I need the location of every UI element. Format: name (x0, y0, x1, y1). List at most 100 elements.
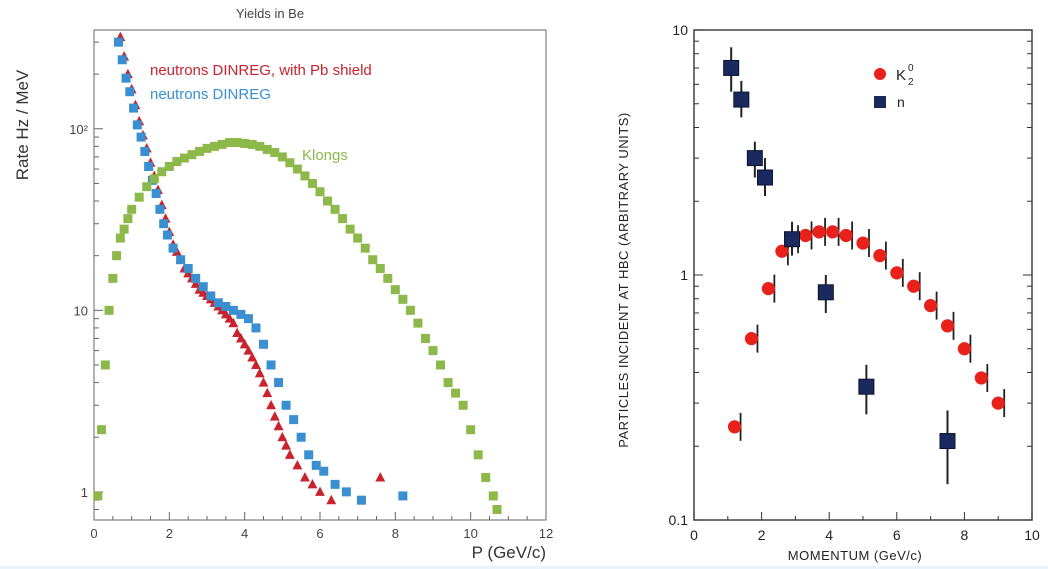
series-neutrons-dinreg-with-pb-shield-point (315, 486, 325, 496)
bottom-strip (0, 566, 1048, 569)
right-y-axis-label: PARTICLES INCIDENT AT HBC (ARBITRARY UNI… (616, 112, 631, 448)
series-klongs-point (100, 360, 110, 370)
series-klongs-point (262, 144, 272, 154)
legend-marker-k20 (874, 68, 886, 80)
series-klongs-point (164, 161, 174, 171)
series-k-point (957, 342, 972, 356)
series-klongs-point (240, 138, 250, 148)
series-klongs-point (187, 150, 197, 160)
series-n-point (746, 150, 763, 167)
legend-label-k20: K (896, 67, 906, 84)
legend-marker-n (874, 96, 886, 108)
series-klongs-point (383, 273, 393, 283)
series-neutrons-dinreg-point (121, 73, 131, 83)
series-neutrons-dinreg-point (206, 291, 216, 301)
series-k-point (727, 420, 742, 434)
series-k-point (744, 332, 759, 346)
series-klongs-point (323, 196, 333, 206)
series-neutrons-dinreg-point (398, 491, 408, 501)
series-k-point (839, 228, 853, 243)
series-klongs-point (210, 141, 220, 151)
series-neutrons-dinreg-with-pb-shield-point (281, 440, 292, 450)
legend-label-neutrons: neutrons DINREG (150, 86, 271, 103)
series-neutrons-dinreg-point (176, 255, 186, 265)
series-k-point (798, 228, 813, 243)
series-neutrons-dinreg-point (198, 282, 208, 292)
series-klongs-point (368, 255, 378, 265)
series-neutrons-dinreg-point (155, 204, 165, 214)
series-klongs-point (428, 346, 438, 356)
series-neutrons-dinreg-point (144, 161, 154, 171)
left-data-points (93, 31, 502, 514)
series-klongs-point (398, 294, 408, 304)
series-klongs-point (142, 182, 152, 192)
series-neutrons-dinreg-with-pb-shield-point (235, 333, 246, 343)
series-neutrons-dinreg-with-pb-shield-point (254, 367, 265, 378)
series-k-point (873, 249, 887, 263)
legend-label-n: n (897, 94, 905, 110)
series-neutrons-dinreg-with-pb-shield-point (326, 494, 337, 505)
series-neutrons-dinreg-point (113, 37, 123, 47)
y-tick-label: 1 (680, 267, 688, 283)
series-klongs-point (112, 251, 122, 261)
series-neutrons-dinreg-point (356, 495, 366, 505)
x-tick-label: 4 (825, 527, 833, 543)
series-neutrons-dinreg-point (213, 298, 223, 308)
series-neutrons-dinreg-point (191, 273, 201, 283)
series-neutrons-dinreg-point (236, 309, 246, 319)
series-neutrons-dinreg-point (159, 219, 169, 229)
series-neutrons-dinreg-point (304, 450, 314, 460)
series-neutrons-dinreg-with-pb-shield-point (277, 431, 288, 442)
series-klongs-point (420, 333, 430, 343)
series-klongs-point (492, 504, 502, 514)
series-klongs-point (104, 305, 114, 315)
x-tick-label: 10 (463, 526, 477, 541)
series-klongs-point (108, 273, 118, 283)
series-klongs-point (217, 139, 227, 149)
series-neutrons-dinreg-with-pb-shield-point (292, 459, 303, 470)
series-n-point (756, 169, 773, 186)
series-neutrons-dinreg-point (168, 243, 178, 253)
series-neutrons-dinreg-point (266, 360, 276, 370)
series-k-point (812, 225, 826, 239)
series-klongs-point (473, 450, 483, 460)
series-klongs-point (232, 138, 242, 148)
series-neutrons-dinreg-point (281, 400, 291, 410)
series-neutrons-dinreg-with-pb-shield-point (228, 317, 239, 328)
series-k-point (775, 244, 789, 258)
series-neutrons-dinreg-point (296, 432, 306, 442)
series-klongs-point (127, 204, 137, 214)
legend-label-neutrons-pb: neutrons DINREG, with Pb shield (150, 62, 372, 79)
left-chart: Yields in Be Rate Hz / MeV P (GeV/c) 0 2 4… (13, 6, 553, 562)
series-neutrons-dinreg-point (251, 323, 261, 333)
series-klongs-point (157, 167, 167, 177)
left-x-axis-label: P (GeV/c) (472, 543, 546, 562)
series-k-point (974, 371, 988, 385)
series-klongs-point (115, 233, 125, 243)
series-klongs-point (179, 153, 189, 163)
series-klongs-point (413, 318, 423, 328)
series-neutrons-dinreg-point (125, 87, 135, 97)
series-neutrons-dinreg-with-pb-shield-point (232, 327, 243, 338)
left-plot-frame (93, 29, 547, 521)
series-klongs-point (172, 157, 182, 167)
series-neutrons-dinreg-with-pb-shield-point (375, 472, 386, 482)
series-klongs-point (443, 378, 453, 388)
series-neutrons-dinreg-with-pb-shield-point (247, 352, 258, 362)
series-neutrons-dinreg-point (259, 339, 268, 349)
series-klongs-point (202, 143, 212, 153)
x-tick-label: 8 (961, 527, 969, 543)
series-neutrons-dinreg-point (319, 466, 329, 476)
series-neutrons-dinreg-with-pb-shield-point (273, 420, 284, 431)
series-neutrons-dinreg-point (132, 120, 142, 130)
series-neutrons-dinreg-with-pb-shield-point (284, 449, 295, 459)
series-k-point (924, 299, 938, 313)
left-y-axis-label: Rate Hz / MeV (13, 69, 32, 180)
series-neutrons-dinreg-with-pb-shield-point (266, 399, 276, 410)
series-klongs-point (481, 473, 491, 483)
series-n-point (784, 231, 801, 248)
series-klongs-point (307, 178, 317, 188)
series-klongs-point (134, 192, 144, 202)
series-klongs-point (270, 148, 280, 158)
